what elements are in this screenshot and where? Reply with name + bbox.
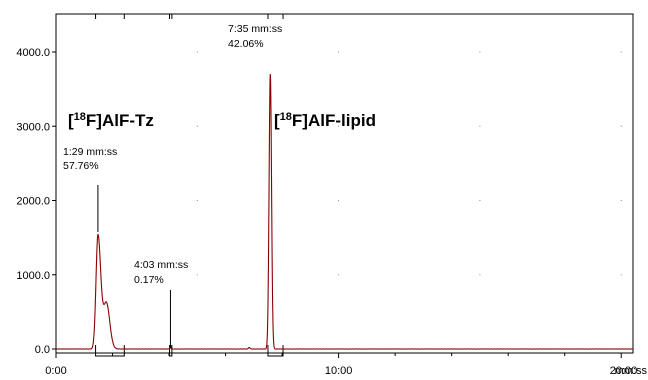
integration-bottom-bracket (267, 345, 284, 357)
grid-dot (479, 274, 481, 276)
grid-dot (620, 200, 622, 201)
integration-top-bracket (169, 13, 173, 19)
peak-name-superscript: 18 (74, 111, 86, 123)
x-tick-label: 20:00 (610, 365, 638, 377)
peak-area-label: 57.76% (63, 160, 99, 172)
peak-time-label: 7:35 mm:ss (228, 23, 282, 35)
y-tick-label: 4000.0 (16, 47, 50, 59)
y-axis: 0.0 1000.0 2000.0 3000.0 4000.0 (16, 47, 56, 356)
x-tick-label: 10:00 (325, 365, 353, 377)
grid-dot (620, 274, 622, 276)
x-unit-label: mm:ss (615, 365, 648, 377)
peak-time-label: 4:03 mm:ss (134, 259, 188, 271)
grid-dot (338, 200, 340, 201)
integration-top-bracket (267, 13, 284, 19)
peak-name-suffix: F]AlF-lipid (292, 111, 376, 130)
peak-name-prefix: [ (274, 111, 280, 130)
chromatogram-trace (55, 74, 634, 350)
peak-name-superscript: 18 (280, 111, 292, 123)
grid-dot (620, 51, 622, 53)
grid-dots (196, 51, 622, 276)
y-tick-label: 3000.0 (16, 121, 50, 133)
integration-top-bracket (95, 13, 125, 19)
peak-name-prefix: [ (68, 111, 74, 130)
peak-name-alf-lipid: [18F]AlF-lipid (274, 111, 376, 130)
x-tick-label: 0:00 (45, 365, 66, 377)
grid-dot (196, 51, 198, 53)
integration-bottom-bracket (169, 345, 173, 357)
grid-dot (196, 274, 198, 276)
grid-dot (479, 125, 481, 127)
integration-markers (95, 13, 284, 357)
grid-dot (620, 125, 622, 127)
peak-area-label: 0.17% (134, 274, 164, 286)
peak-name-alf-tz: [18F]AlF-Tz (68, 111, 154, 130)
grid-dot (196, 125, 198, 127)
grid-dot (196, 200, 198, 201)
grid-dot (479, 200, 481, 201)
peak-time-label: 1:29 mm:ss (63, 146, 117, 158)
peak-name-suffix: F]AlF-Tz (86, 111, 154, 130)
y-tick-label: 0.0 (35, 344, 50, 356)
plot-frame (55, 13, 634, 354)
grid-dot (338, 125, 340, 127)
y-tick-label: 2000.0 (16, 196, 50, 208)
peak-area-label: 42.06% (228, 38, 264, 50)
grid-dot (479, 51, 481, 53)
integration-bottom-bracket (95, 345, 125, 357)
y-tick-label: 1000.0 (16, 270, 50, 282)
grid-dot (338, 274, 340, 276)
grid-dot (338, 51, 340, 53)
